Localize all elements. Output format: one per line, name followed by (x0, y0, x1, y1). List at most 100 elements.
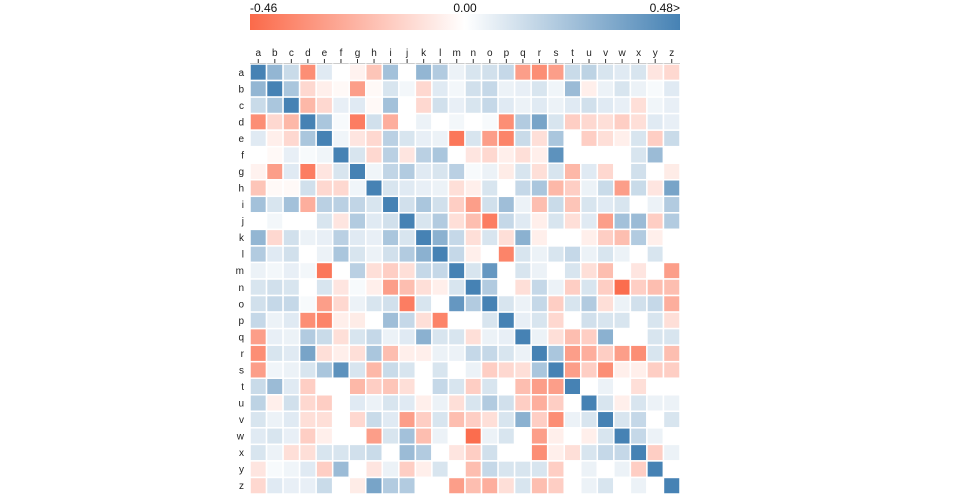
heatmap-cell-e-v (596, 129, 615, 148)
heatmap-cell-b-m (447, 79, 466, 98)
heatmap-cell-n-m (447, 278, 466, 297)
heatmap-cell-s-x (629, 360, 648, 379)
heatmap-cell-i-e (315, 195, 334, 214)
y-tick-label-u: u (238, 399, 244, 410)
heatmap-cell-x-a (249, 443, 268, 462)
heatmap-cell-q-t (563, 327, 582, 346)
heatmap-cell-p-c (282, 311, 301, 330)
legend-max-label: 0.48> (650, 1, 680, 15)
heatmap-cell-g-p (497, 162, 516, 181)
heatmap-cell-t-d (298, 377, 317, 396)
heatmap-cell-e-a (249, 129, 268, 148)
heatmap-cell-e-h (365, 129, 384, 148)
heatmap-cell-t-o (480, 377, 499, 396)
heatmap-cell-c-i (381, 96, 400, 115)
heatmap-cell-w-t (563, 427, 582, 446)
heatmap-cell-e-m (447, 129, 466, 148)
heatmap-cell-o-b (265, 294, 284, 313)
heatmap-cell-n-r (530, 278, 549, 297)
heatmap-cell-q-p (497, 327, 516, 346)
y-tick-label-i: i (242, 200, 244, 211)
heatmap-cell-b-c (282, 79, 301, 98)
heatmap-cell-a-l (431, 63, 450, 82)
heatmap-cell-l-y (646, 245, 665, 264)
heatmap-cell-o-x (629, 294, 648, 313)
heatmap-cell-v-m (447, 410, 466, 429)
heatmap-cell-u-i (381, 394, 400, 413)
heatmap-cell-f-w (613, 145, 632, 164)
heatmap-cell-d-q (513, 112, 532, 131)
heatmap-cell-b-e (315, 79, 334, 98)
heatmap-cell-q-z (662, 327, 681, 346)
heatmap-cell-d-h (365, 112, 384, 131)
heatmap-cell-p-j (398, 311, 417, 330)
heatmap-cell-c-n (464, 96, 483, 115)
heatmap-cell-d-b (265, 112, 284, 131)
heatmap-cell-c-e (315, 96, 334, 115)
heatmap-cell-a-z (662, 63, 681, 82)
heatmap-cell-n-d (298, 278, 317, 297)
heatmap-cell-w-i (381, 427, 400, 446)
heatmap-cell-u-l (431, 394, 450, 413)
heatmap-cell-g-w (613, 162, 632, 181)
heatmap-cell-b-g (348, 79, 367, 98)
heatmap-cell-q-i (381, 327, 400, 346)
heatmap-cell-e-s (546, 129, 565, 148)
heatmap-cell-f-a (249, 145, 268, 164)
heatmap-cell-t-k (414, 377, 433, 396)
heatmap-cell-x-w (613, 443, 632, 462)
heatmap-cell-d-n (464, 112, 483, 131)
heatmap-cell-s-c (282, 360, 301, 379)
heatmap-cell-i-s (546, 195, 565, 214)
heatmap-cell-r-f (331, 344, 350, 363)
heatmap-cell-n-s (546, 278, 565, 297)
heatmap-cell-v-p (497, 410, 516, 429)
heatmap-cell-f-v (596, 145, 615, 164)
heatmap-cell-x-j (398, 443, 417, 462)
heatmap-cell-t-w (613, 377, 632, 396)
heatmap-cell-m-r (530, 261, 549, 280)
heatmap-cell-k-s (546, 228, 565, 247)
heatmap-cell-b-s (546, 79, 565, 98)
heatmap-cell-p-a (249, 311, 268, 330)
heatmap-cell-w-o (480, 427, 499, 446)
heatmap-cell-g-s (546, 162, 565, 181)
heatmap-cell-n-f (331, 278, 350, 297)
heatmap-cell-l-q (513, 245, 532, 264)
heatmap-cell-i-x (629, 195, 648, 214)
heatmap-cell-i-l (431, 195, 450, 214)
heatmap-cell-x-t (563, 443, 582, 462)
heatmap-cell-p-y (646, 311, 665, 330)
heatmap-cell-j-x (629, 212, 648, 231)
heatmap-cell-h-d (298, 179, 317, 198)
heatmap-cell-b-i (381, 79, 400, 98)
heatmap-cell-u-m (447, 394, 466, 413)
heatmap-cell-x-h (365, 443, 384, 462)
heatmap-cell-j-i (381, 212, 400, 231)
heatmap-cell-f-g (348, 145, 367, 164)
heatmap-cell-h-o (480, 179, 499, 198)
heatmap-cell-f-k (414, 145, 433, 164)
heatmap-cell-j-h (365, 212, 384, 231)
heatmap-cell-x-y (646, 443, 665, 462)
heatmap-cell-f-x (629, 145, 648, 164)
heatmap-cell-g-x (629, 162, 648, 181)
heatmap-cell-j-z (662, 212, 681, 231)
heatmap-cell-p-e (315, 311, 334, 330)
heatmap-cell-n-n (464, 278, 483, 297)
heatmap-cell-p-s (546, 311, 565, 330)
y-tick-label-w: w (236, 432, 245, 443)
x-tick-label-f: f (340, 48, 343, 59)
heatmap-cell-w-b (265, 427, 284, 446)
y-tick-label-d: d (238, 117, 244, 128)
heatmap-cell-r-k (414, 344, 433, 363)
heatmap-cell-v-q (513, 410, 532, 429)
heatmap-cell-x-k (414, 443, 433, 462)
heatmap-cell-v-d (298, 410, 317, 429)
heatmap-cell-m-f (331, 261, 350, 280)
heatmap-cell-z-d (298, 476, 317, 495)
heatmap-cell-p-t (563, 311, 582, 330)
heatmap-cell-z-o (480, 476, 499, 495)
heatmap-cell-u-s (546, 394, 565, 413)
heatmap-cell-k-q (513, 228, 532, 247)
